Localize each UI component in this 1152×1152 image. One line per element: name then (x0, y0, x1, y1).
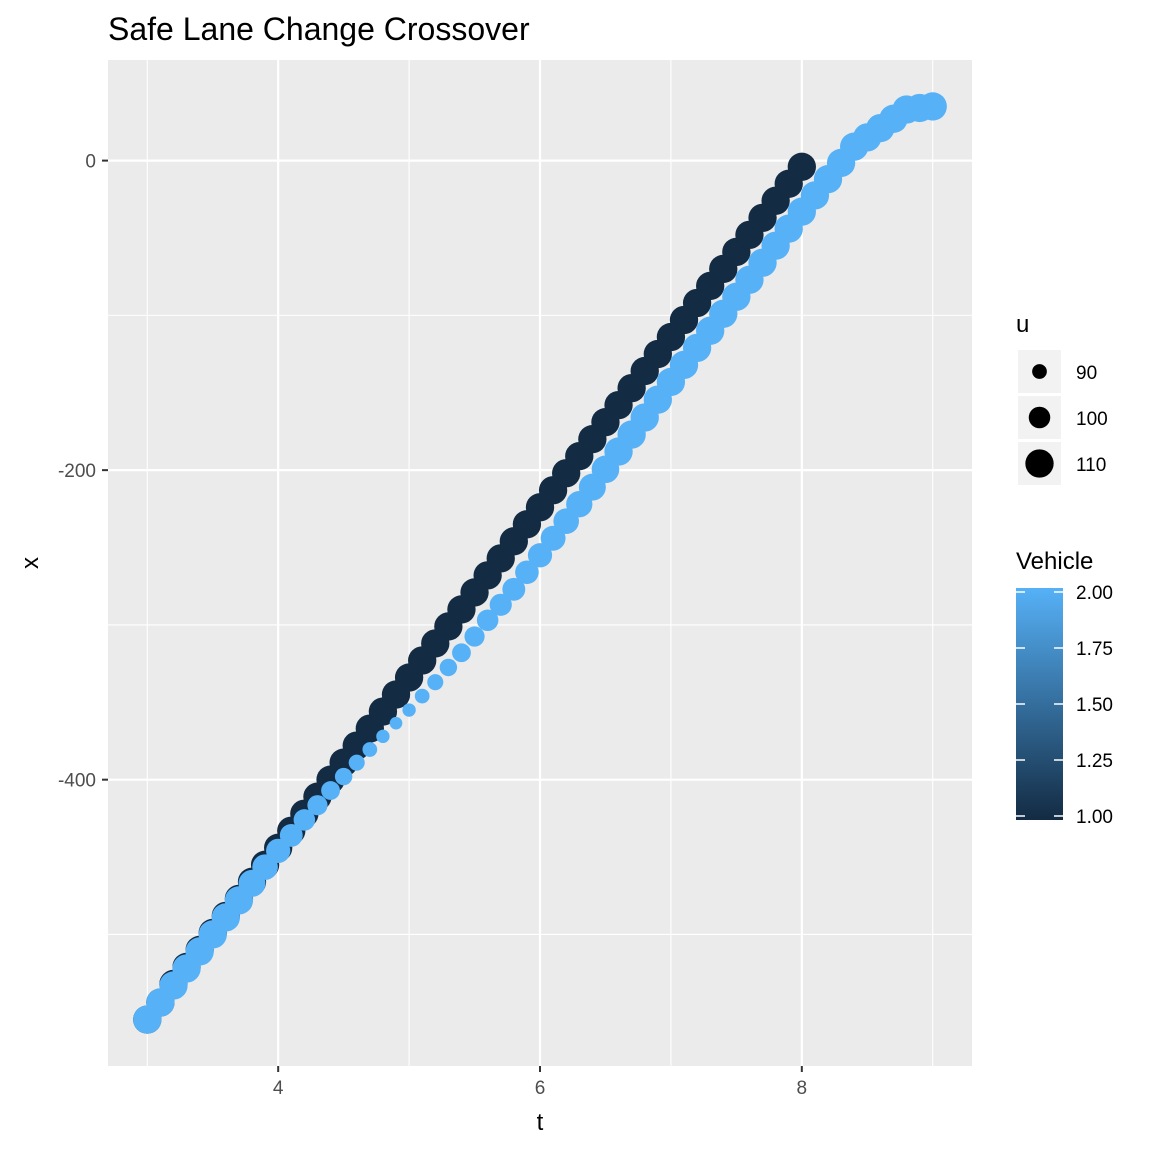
data-point-vehicle-2 (502, 577, 526, 601)
color-legend-label: 1.50 (1076, 695, 1113, 716)
size-legend-title: u (1016, 311, 1029, 338)
data-point-vehicle-2 (464, 626, 485, 647)
color-legend-label: 2.00 (1076, 583, 1113, 604)
color-legend-label: 1.25 (1076, 751, 1113, 772)
data-point-vehicle-2 (476, 609, 499, 632)
data-point-vehicle-2 (293, 809, 316, 831)
data-point-vehicle-2 (279, 823, 303, 847)
x-axis: 4 6 8 (273, 1066, 807, 1099)
y-tick-label: 0 (85, 152, 96, 173)
y-tick-label: -400 (58, 771, 96, 792)
size-legend-key (1025, 449, 1054, 478)
size-legend-label: 100 (1076, 409, 1108, 430)
data-point-vehicle-2 (402, 703, 416, 717)
color-legend-label: 1.75 (1076, 639, 1113, 660)
x-axis-title: t (537, 1109, 544, 1136)
size-legend-label: 90 (1076, 363, 1097, 384)
data-point-vehicle-2 (414, 688, 430, 704)
data-point-vehicle-2 (452, 643, 471, 663)
data-point-vehicle-2 (918, 92, 947, 121)
data-point-vehicle-2 (334, 767, 353, 786)
chart-title: Safe Lane Change Crossover (108, 11, 530, 47)
data-point-vehicle-1 (787, 152, 816, 181)
data-point-vehicle-2 (427, 674, 444, 691)
data-point-vehicle-2 (376, 729, 390, 744)
data-point-vehicle-2 (527, 543, 553, 568)
data-point-vehicle-2 (307, 795, 328, 816)
y-axis: 0 -200 -400 (58, 152, 108, 792)
size-legend-key (1028, 406, 1051, 429)
size-legend-key (1032, 364, 1047, 379)
data-point-vehicle-2 (439, 658, 458, 677)
data-point-vehicle-2 (348, 754, 365, 771)
color-legend: Vehicle 1.00 1.25 1.50 1.75 2.00 (1016, 548, 1113, 828)
data-point-vehicle-2 (515, 560, 539, 585)
data-point-vehicle-2 (362, 742, 378, 757)
x-tick-label: 6 (535, 1078, 546, 1099)
y-tick-label: -200 (58, 461, 96, 482)
y-axis-title: x (17, 557, 44, 569)
x-tick-label: 4 (273, 1078, 284, 1099)
data-points (133, 92, 947, 1034)
color-legend-title: Vehicle (1016, 548, 1093, 575)
size-legend: u 90 100 110 (1016, 311, 1108, 485)
data-point-vehicle-2 (389, 716, 403, 730)
data-point-vehicle-2 (321, 781, 340, 800)
data-point-vehicle-2 (489, 593, 512, 616)
size-legend-label: 110 (1076, 455, 1106, 476)
x-tick-label: 8 (797, 1078, 808, 1099)
color-legend-label: 1.00 (1076, 807, 1113, 828)
data-point-vehicle-2 (266, 838, 291, 863)
